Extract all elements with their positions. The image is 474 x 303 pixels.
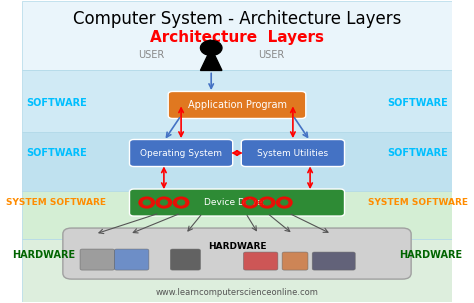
Circle shape bbox=[281, 200, 288, 205]
Circle shape bbox=[264, 200, 271, 205]
Text: Operating System: Operating System bbox=[140, 148, 222, 158]
FancyBboxPatch shape bbox=[22, 70, 452, 132]
Polygon shape bbox=[201, 48, 222, 70]
Text: USER: USER bbox=[138, 50, 164, 60]
Circle shape bbox=[259, 197, 275, 208]
Text: Computer System - Architecture Layers: Computer System - Architecture Layers bbox=[73, 10, 401, 28]
Text: Device Drivers: Device Drivers bbox=[204, 198, 270, 207]
Text: System Utilities: System Utilities bbox=[257, 148, 328, 158]
Text: SOFTWARE: SOFTWARE bbox=[387, 148, 448, 158]
FancyBboxPatch shape bbox=[22, 132, 452, 191]
Text: USER: USER bbox=[258, 50, 284, 60]
FancyBboxPatch shape bbox=[80, 249, 114, 270]
FancyBboxPatch shape bbox=[170, 249, 201, 270]
Text: HARDWARE: HARDWARE bbox=[399, 250, 462, 260]
Circle shape bbox=[173, 197, 189, 208]
FancyBboxPatch shape bbox=[22, 191, 452, 238]
Circle shape bbox=[246, 200, 253, 205]
Text: SOFTWARE: SOFTWARE bbox=[26, 98, 87, 108]
FancyBboxPatch shape bbox=[129, 139, 233, 167]
Text: www.learncomputerscienceonline.com: www.learncomputerscienceonline.com bbox=[155, 288, 319, 297]
FancyBboxPatch shape bbox=[282, 252, 308, 270]
Circle shape bbox=[242, 197, 258, 208]
Circle shape bbox=[276, 197, 292, 208]
Text: Application Program: Application Program bbox=[188, 100, 286, 110]
Text: SYSTEM SOFTWARE: SYSTEM SOFTWARE bbox=[368, 198, 467, 207]
Text: Architecture  Layers: Architecture Layers bbox=[150, 30, 324, 45]
FancyBboxPatch shape bbox=[22, 2, 452, 70]
FancyBboxPatch shape bbox=[63, 228, 411, 279]
Text: HARDWARE: HARDWARE bbox=[12, 250, 75, 260]
FancyBboxPatch shape bbox=[244, 252, 278, 270]
FancyBboxPatch shape bbox=[312, 252, 355, 270]
FancyBboxPatch shape bbox=[168, 92, 306, 118]
Circle shape bbox=[178, 200, 184, 205]
Circle shape bbox=[161, 200, 167, 205]
FancyBboxPatch shape bbox=[129, 189, 345, 216]
Circle shape bbox=[143, 200, 150, 205]
FancyBboxPatch shape bbox=[241, 139, 345, 167]
Circle shape bbox=[156, 197, 172, 208]
Circle shape bbox=[139, 197, 155, 208]
Text: SOFTWARE: SOFTWARE bbox=[26, 148, 87, 158]
Circle shape bbox=[201, 40, 222, 55]
FancyBboxPatch shape bbox=[22, 238, 452, 301]
Text: SOFTWARE: SOFTWARE bbox=[387, 98, 448, 108]
FancyBboxPatch shape bbox=[114, 249, 149, 270]
Text: SYSTEM SOFTWARE: SYSTEM SOFTWARE bbox=[7, 198, 106, 207]
Text: HARDWARE: HARDWARE bbox=[208, 241, 266, 251]
